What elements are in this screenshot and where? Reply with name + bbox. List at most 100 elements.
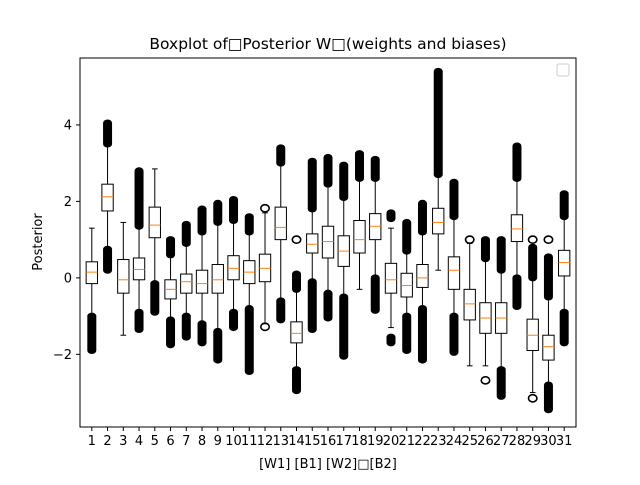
x-tick-label: 18 bbox=[351, 434, 368, 449]
flier-low bbox=[527, 393, 538, 403]
box-13 bbox=[274, 144, 287, 324]
flier-high bbox=[260, 203, 271, 213]
y-axis: −2 0 2 4 bbox=[53, 118, 80, 363]
flier-high-cluster bbox=[181, 220, 191, 247]
flier-high-cluster bbox=[292, 270, 302, 293]
flier-high-cluster bbox=[213, 199, 223, 226]
flier-low-cluster bbox=[229, 308, 239, 332]
flier-high-cluster bbox=[244, 213, 254, 236]
box-21 bbox=[400, 218, 413, 355]
box-3 bbox=[117, 221, 130, 336]
x-tick-label: 14 bbox=[288, 434, 305, 449]
x-tick-label: 23 bbox=[430, 434, 447, 449]
box-iqr bbox=[384, 262, 398, 294]
flier-low-cluster bbox=[181, 312, 191, 341]
box-19 bbox=[369, 155, 382, 314]
box-iqr bbox=[447, 256, 461, 290]
flier-low-cluster bbox=[87, 312, 97, 355]
x-tick-label: 21 bbox=[398, 434, 415, 449]
y-tick-label: 0 bbox=[64, 271, 72, 286]
flier-high-cluster bbox=[134, 167, 144, 230]
box-15 bbox=[306, 157, 319, 333]
box-12 bbox=[258, 203, 272, 332]
flier-low-cluster bbox=[512, 274, 522, 311]
flier-high-cluster bbox=[354, 150, 364, 182]
box-series bbox=[85, 67, 571, 414]
x-tick-label: 10 bbox=[225, 434, 242, 449]
flier-high-cluster bbox=[307, 157, 317, 213]
flier-high-cluster bbox=[276, 144, 286, 167]
flier-high-cluster bbox=[559, 190, 569, 221]
flier-low-cluster bbox=[197, 320, 207, 347]
box-iqr bbox=[416, 263, 429, 288]
flier-high bbox=[464, 235, 475, 245]
flier-low-cluster bbox=[292, 366, 302, 395]
flier-high-cluster bbox=[496, 236, 506, 274]
box-iqr bbox=[306, 233, 319, 254]
x-tick-label: 24 bbox=[446, 434, 463, 449]
flier-low-cluster bbox=[543, 381, 553, 414]
flier-high-cluster bbox=[543, 253, 553, 301]
box-24 bbox=[447, 178, 461, 356]
flier-high-cluster bbox=[433, 67, 443, 179]
box-6 bbox=[164, 236, 177, 349]
box-18 bbox=[353, 150, 366, 290]
x-tick-label: 29 bbox=[524, 434, 541, 449]
x-tick-label: 22 bbox=[414, 434, 431, 449]
box-26 bbox=[479, 236, 492, 385]
x-tick-label: 7 bbox=[182, 434, 190, 449]
x-tick-label: 4 bbox=[135, 434, 143, 449]
flier-low-cluster bbox=[386, 333, 396, 347]
x-tick-label: 25 bbox=[461, 434, 478, 449]
box-28 bbox=[510, 142, 524, 311]
x-tick-label: 26 bbox=[477, 434, 494, 449]
box-16 bbox=[321, 153, 335, 322]
x-tick-label: 16 bbox=[320, 434, 337, 449]
x-tick-label: 31 bbox=[556, 434, 573, 449]
flier-high-cluster bbox=[386, 209, 396, 223]
x-tick-label: 17 bbox=[335, 434, 352, 449]
x-tick-label: 5 bbox=[151, 434, 159, 449]
x-tick-label: 2 bbox=[103, 434, 111, 449]
x-tick-label: 1 bbox=[88, 434, 96, 449]
box-5 bbox=[148, 168, 161, 316]
box-25 bbox=[463, 235, 476, 367]
box-iqr bbox=[195, 269, 209, 294]
x-tick-label: 20 bbox=[383, 434, 400, 449]
flier-low-cluster bbox=[276, 297, 286, 324]
box-1 bbox=[85, 227, 98, 355]
x-tick-label: 9 bbox=[214, 434, 222, 449]
box-iqr bbox=[542, 334, 555, 361]
box-20 bbox=[384, 209, 398, 347]
flier-high-cluster bbox=[512, 142, 522, 182]
box-iqr bbox=[321, 225, 335, 259]
box-iqr bbox=[227, 255, 240, 281]
box-iqr bbox=[510, 214, 524, 243]
flier-low bbox=[260, 322, 271, 332]
x-axis-label: [W1] [B1] [W2]□[B2] bbox=[259, 457, 397, 472]
box-7 bbox=[180, 220, 193, 341]
x-tick-label: 28 bbox=[509, 434, 526, 449]
x-tick-label: 13 bbox=[272, 434, 289, 449]
box-iqr bbox=[101, 183, 114, 212]
flier-high-cluster bbox=[103, 119, 113, 148]
flier-low-cluster bbox=[449, 312, 459, 356]
box-29 bbox=[526, 235, 539, 403]
flier-low-cluster bbox=[103, 245, 113, 274]
box-31 bbox=[558, 190, 571, 347]
y-tick-label: 4 bbox=[64, 118, 72, 133]
box-iqr bbox=[148, 206, 161, 239]
flier-high bbox=[291, 235, 302, 245]
x-tick-label: 19 bbox=[367, 434, 384, 449]
y-tick-label: 2 bbox=[64, 195, 72, 210]
box-8 bbox=[195, 205, 209, 347]
flier-high-cluster bbox=[402, 218, 412, 255]
box-9 bbox=[211, 199, 224, 364]
flier-low-cluster bbox=[323, 289, 333, 322]
flier-low-cluster bbox=[339, 293, 349, 360]
flier-low-cluster bbox=[244, 304, 254, 376]
flier-high-cluster bbox=[229, 195, 239, 225]
box-27 bbox=[495, 236, 508, 400]
flier-high-cluster bbox=[370, 155, 380, 182]
legend-box bbox=[556, 63, 570, 77]
